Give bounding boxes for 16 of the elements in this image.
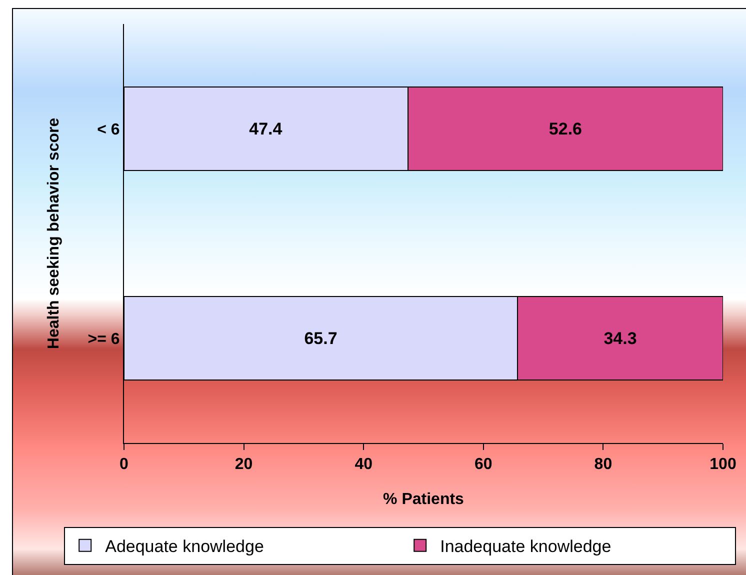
- x-tick-label: 80: [594, 456, 612, 474]
- data-label: 52.6: [548, 119, 582, 138]
- x-tick-label: 40: [354, 456, 373, 474]
- data-label: 65.7: [304, 328, 338, 348]
- legend-label: Adequate knowledge: [105, 536, 264, 556]
- x-tick-label: 20: [234, 456, 253, 474]
- data-label: 34.3: [604, 328, 637, 348]
- y-tick-label: >= 6: [88, 330, 120, 348]
- x-tick-label: 0: [120, 456, 129, 474]
- y-tick-label: < 6: [97, 121, 120, 138]
- y-axis-title: Health seeking behavior score: [46, 118, 63, 350]
- legend-label: Inadequate knowledge: [440, 536, 612, 556]
- x-axis-title: % Patients: [383, 490, 464, 508]
- x-tick-label: 100: [710, 456, 736, 474]
- x-tick-label: 60: [474, 456, 492, 474]
- data-label: 47.4: [249, 119, 283, 138]
